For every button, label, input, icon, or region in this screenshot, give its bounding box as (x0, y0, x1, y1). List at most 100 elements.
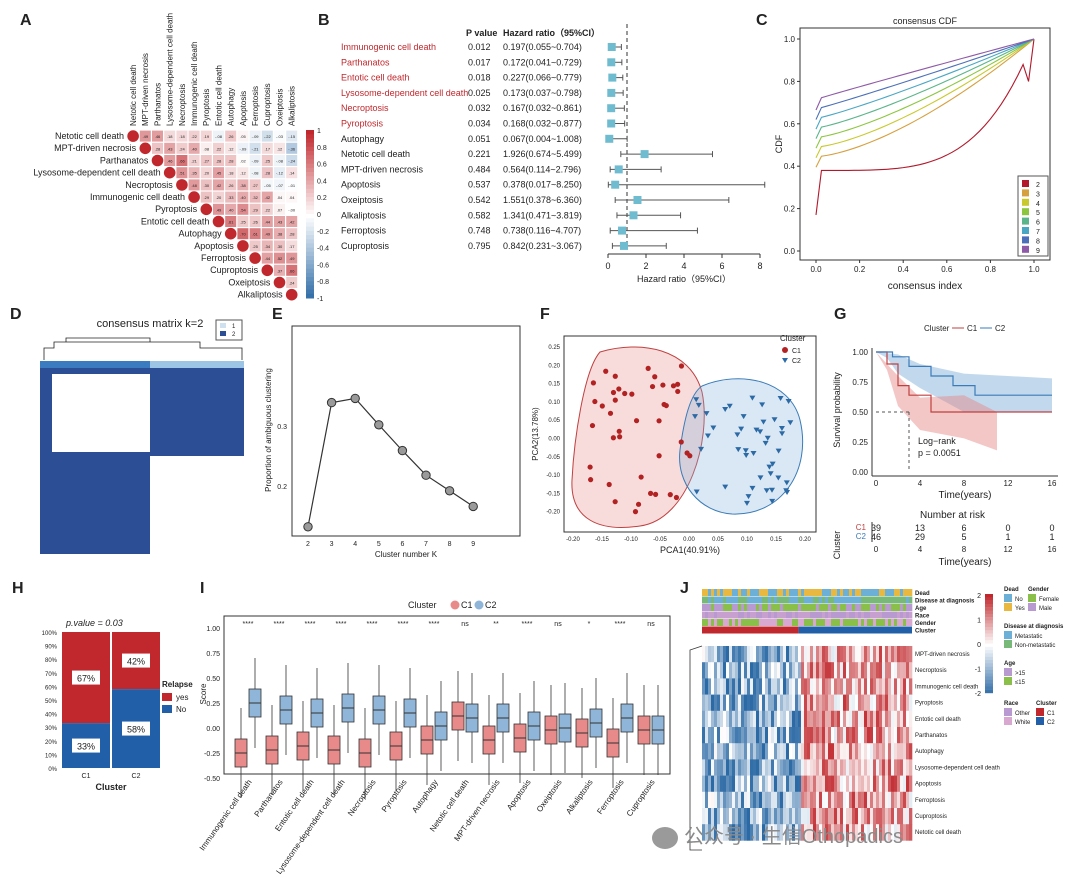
heatmap-annotation-cell (816, 589, 820, 596)
heatmap-cell (825, 824, 829, 841)
heatmap-annotation-cell (867, 619, 871, 626)
heatmap-cell (717, 694, 721, 712)
heatmap-cell (870, 710, 874, 728)
heatmap-cell (792, 662, 796, 679)
heatmap-annotation-cell (822, 589, 826, 596)
heatmap-cell (744, 694, 748, 712)
pac-frame (291, 325, 521, 537)
heatmap-cell (894, 727, 898, 744)
heatmap-cell (879, 646, 883, 663)
heatmap-annotation-cell (720, 589, 724, 596)
heatmap-cell (810, 791, 814, 809)
forest-pvalue: 0.017 (468, 57, 491, 67)
heatmap-cell (822, 808, 826, 825)
heatmap-cell (888, 808, 892, 825)
heatmap-cell (882, 662, 886, 679)
pca-point-c2 (757, 475, 764, 481)
heatmap-cell (858, 646, 862, 663)
pca-point-c1 (663, 402, 669, 409)
heatmap-cell (705, 727, 709, 744)
heatmap-cell (849, 727, 853, 744)
forest-point (640, 150, 649, 159)
corr-cell (286, 228, 298, 240)
heatmap-cell (765, 710, 769, 728)
heatmap-annotation-cell (873, 589, 877, 596)
forest-x-tick-label: 2 (643, 261, 648, 271)
heatmap-cell (825, 694, 829, 712)
heatmap-annotation-cell (759, 619, 763, 626)
heatmap-cell (714, 646, 718, 663)
heatmap-cell (804, 759, 808, 776)
heatmap-row-label: Netotic cell death (915, 830, 961, 836)
heatmap-cell (717, 808, 721, 825)
heatmap-annotation-cell (744, 611, 748, 619)
heatmap-cell (780, 678, 784, 695)
corr-cell (249, 228, 261, 240)
heatmap-cell (867, 743, 871, 760)
heatmap-annotation-cell (774, 611, 778, 619)
heatmap-cell (837, 646, 841, 663)
heatmap-cell (804, 808, 808, 825)
heatmap-annotation-cell (861, 619, 865, 626)
heatmap-annotation-cell (879, 604, 883, 611)
heatmap-cell (810, 694, 814, 712)
corr-scale-seg (306, 138, 314, 144)
heatmap-annotation-cell (855, 596, 859, 604)
heatmap-cell (732, 727, 736, 744)
heatmap-cell (882, 759, 886, 776)
heatmap-scale-seg (985, 656, 993, 661)
heatmap-annotation-cell (894, 589, 898, 596)
heatmap-cell (777, 824, 781, 841)
heatmap-annotation-cell (900, 589, 904, 596)
heatmap-cell (846, 646, 850, 663)
heatmap-cell (705, 743, 709, 760)
heatmap-cell (813, 694, 817, 712)
heatmap-annotation-cell (882, 611, 886, 619)
corr-col-label: Entotic cell death (214, 65, 223, 126)
corr-scale-seg (306, 222, 314, 228)
heatmap-cell (834, 694, 838, 712)
corr-cell (249, 130, 261, 142)
heatmap-legend-disease-swatch (1004, 631, 1012, 639)
heatmap-annotation-cell (849, 604, 853, 611)
heatmap-cell (813, 710, 817, 728)
corr-scale-label: -0.2 (317, 229, 329, 236)
km-x-label: Time(years) (939, 490, 992, 501)
box-x-tick-label: Autophagy (410, 778, 439, 815)
heatmap-cell (732, 759, 736, 776)
heatmap-scale-seg (985, 613, 993, 618)
heatmap-cell (780, 662, 784, 679)
heatmap-scale-seg (985, 620, 993, 624)
box-significance: **** (243, 621, 254, 628)
heatmap-annotation-cell (816, 604, 820, 611)
corr-cell (225, 167, 237, 179)
heatmap-cell (825, 662, 829, 679)
corr-cell (188, 191, 200, 203)
km-risk-value: 5 (961, 532, 966, 542)
consensus-legend-box (215, 319, 243, 341)
corr-scale-seg (306, 251, 314, 257)
heatmap-cell (867, 759, 871, 776)
heatmap-legend-age-title: Age (1004, 661, 1016, 667)
heatmap-cell (840, 824, 844, 841)
heatmap-cell (804, 727, 808, 744)
heatmap-annotation-cell (753, 619, 757, 626)
heatmap-annotation-cell (738, 589, 742, 596)
heatmap-cell (744, 743, 748, 760)
heatmap-annotation-cell (702, 611, 706, 619)
heatmap-cell (837, 775, 841, 793)
heatmap-cell (798, 808, 802, 825)
heatmap-cell (819, 662, 823, 679)
heatmap-scale-label: -2 (975, 691, 981, 698)
heatmap-cell (879, 775, 883, 793)
heatmap-cell (813, 824, 817, 841)
corr-cell (213, 142, 224, 154)
heatmap-cell (765, 662, 769, 679)
corr-cell (164, 130, 176, 142)
heatmap-annotation-cell (705, 589, 709, 596)
corr-cell (152, 130, 163, 142)
heatmap-annotation-cell (753, 589, 757, 596)
heatmap-annotation-cell (774, 619, 778, 626)
pca-point-c1 (652, 491, 659, 498)
corr-cell (249, 179, 261, 191)
